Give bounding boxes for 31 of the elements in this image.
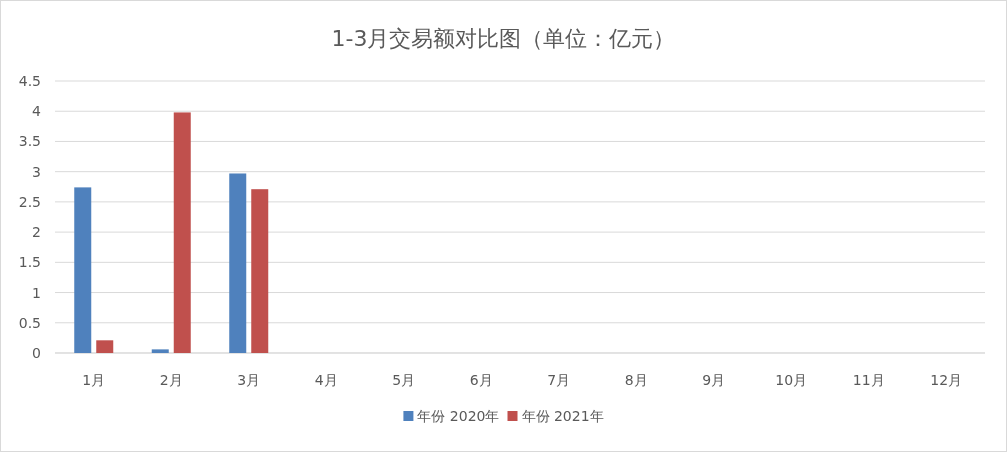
x-tick-label: 4月 xyxy=(314,372,338,388)
x-tick-label: 8月 xyxy=(624,372,648,388)
y-tick-label: 1.5 xyxy=(18,254,41,271)
x-tick-label: 6月 xyxy=(469,372,493,388)
x-tick-label: 5月 xyxy=(392,372,416,388)
x-tick-label: 7月 xyxy=(547,372,571,388)
y-tick-label: 2.5 xyxy=(18,193,41,210)
y-tick-label: 4 xyxy=(32,103,42,120)
x-tick-label: 11月 xyxy=(852,372,885,388)
y-tick-label: 1 xyxy=(32,284,41,301)
x-tick-label: 1月 xyxy=(82,372,106,388)
bar xyxy=(74,187,92,353)
y-tick-label: 0 xyxy=(32,345,41,361)
chart-title: 1-3月交易额对比图（单位：亿元） xyxy=(331,26,676,51)
bar xyxy=(229,173,247,353)
x-tick-label: 10月 xyxy=(775,372,808,388)
bar xyxy=(173,112,191,353)
x-tick-label: 9月 xyxy=(702,372,726,388)
legend-label: 年份 2020年 xyxy=(417,408,500,424)
bar xyxy=(251,189,269,353)
y-tick-label: 4.5 xyxy=(18,73,41,89)
x-tick-label: 3月 xyxy=(237,372,261,388)
y-tick-label: 0.5 xyxy=(18,314,41,331)
bar xyxy=(96,340,114,353)
y-tick-label: 3.5 xyxy=(18,133,41,150)
bar xyxy=(151,349,169,353)
y-tick-label: 3 xyxy=(32,163,41,180)
y-tick-label: 2 xyxy=(32,224,41,241)
x-tick-label: 2月 xyxy=(159,372,183,388)
x-tick-label: 12月 xyxy=(930,372,963,388)
legend-label: 年份 2021年 xyxy=(521,408,604,424)
